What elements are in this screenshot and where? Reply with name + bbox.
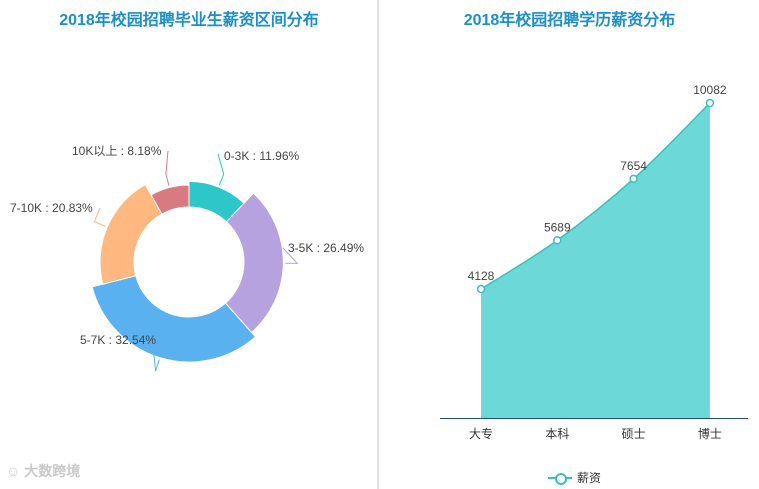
area-chart-panel: 2018年校园招聘学历薪资分布	[380, 0, 759, 489]
data-point[interactable]	[476, 284, 486, 294]
pie-label: 0-3K : 11.96%	[224, 149, 299, 163]
data-label: 7654	[620, 159, 647, 173]
pie-label: 5-7K : 32.54%	[80, 333, 156, 347]
data-point[interactable]	[553, 236, 562, 245]
pie-leader-line	[151, 337, 160, 372]
x-tick-label: 大专	[469, 426, 493, 441]
area-line	[480, 102, 711, 290]
pie-leader-line	[93, 207, 106, 227]
legend-marker-icon	[548, 472, 572, 485]
pie-label: 3-5K : 26.49%	[288, 241, 364, 255]
legend-label: 薪资	[577, 471, 602, 485]
watermark: ☺ 大数跨境	[6, 461, 80, 481]
watermark-text: 大数跨境	[24, 463, 81, 479]
pie-label: 10K以上 : 8.18%	[72, 144, 162, 158]
x-tick-label: 本科	[545, 427, 569, 441]
pie-slice-5-7K[interactable]	[91, 275, 257, 363]
panel-divider	[377, 0, 379, 489]
area-chart-legend[interactable]: 薪资	[548, 469, 601, 486]
logo-icon: ☺	[6, 463, 21, 479]
x-tick-label: 硕士	[622, 427, 646, 441]
pie-leader-line	[217, 153, 225, 186]
data-point[interactable]	[705, 98, 715, 108]
pie-label: 7-10K : 20.83%	[10, 201, 93, 215]
data-point[interactable]	[629, 174, 638, 184]
x-tick-label: 博士	[698, 426, 722, 441]
data-label: 4128	[468, 269, 495, 283]
pie-chart-title: 2018年校园招聘毕业生薪资区间分布	[59, 12, 319, 29]
area-fill	[481, 103, 710, 418]
pie-slice-10K以上[interactable]	[150, 184, 190, 215]
pie-slice-7-10K[interactable]	[99, 183, 163, 285]
pie-leader-line	[165, 150, 170, 186]
area-chart-title: 2018年校园招聘学历薪资分布	[463, 12, 676, 29]
data-label: 10082	[693, 83, 727, 97]
data-label: 5689	[544, 220, 571, 234]
pie-slice-3-5K[interactable]	[224, 192, 284, 334]
pie-leader-line	[282, 247, 299, 264]
pie-chart: 0-3K : 11.96% 3-5K : 26.49% 5-7K : 32.54% 7…	[10, 144, 364, 372]
pie-chart-panel: 2018年校园招聘毕业生薪资区间分布 0-3K : 11.96% 3-5K : 2…	[0, 0, 378, 489]
